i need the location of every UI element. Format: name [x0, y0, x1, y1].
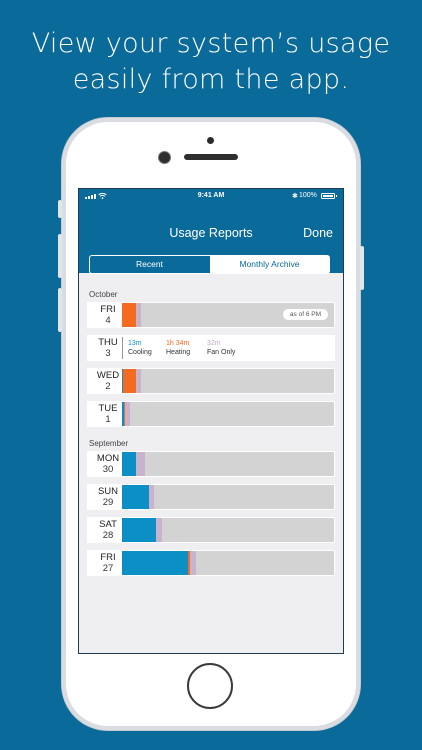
day-number: 2: [105, 381, 111, 392]
power-button: [360, 246, 364, 290]
wifi-icon: [98, 193, 107, 199]
volume-up-button: [58, 234, 62, 278]
day-label: THU 3: [91, 337, 125, 360]
cooling-value: 13m: [128, 340, 142, 347]
cooling-label: Cooling: [128, 349, 152, 356]
done-button[interactable]: Done: [303, 226, 333, 240]
day-number: 27: [102, 563, 114, 574]
day-label: SUN 29: [91, 486, 125, 509]
mute-switch: [58, 200, 62, 218]
fan-segment: [124, 402, 130, 426]
usage-bar: [122, 485, 334, 509]
headline-line-2: easily from the app.: [72, 64, 350, 95]
battery-percent: 100%: [299, 192, 317, 199]
fan-segment: [135, 452, 145, 476]
day-label: SAT 28: [91, 519, 125, 542]
usage-bar: as of 6 PM: [122, 303, 334, 327]
day-number: 3: [105, 348, 111, 359]
legend-cooling: 13m Cooling: [128, 339, 152, 358]
list-item[interactable]: WED 2: [87, 368, 335, 394]
day-label: WED 2: [91, 370, 125, 393]
cooling-segment: [122, 518, 156, 542]
status-bar: 9:41 AM ✱ 100%: [79, 189, 343, 205]
navigation-header: 9:41 AM ✱ 100% Usage Reports Done Recent…: [79, 189, 343, 274]
home-button[interactable]: [187, 663, 233, 709]
fan-value: 32m: [207, 340, 221, 347]
list-item[interactable]: SUN 29: [87, 484, 335, 510]
list-item[interactable]: TUE 1: [87, 401, 335, 427]
heating-segment: [124, 402, 125, 426]
bluetooth-icon: ✱: [292, 193, 298, 200]
headline: View your system’s usage easily from the…: [0, 26, 422, 98]
fan-segment: [136, 369, 141, 393]
day-label: FRI 4: [91, 304, 125, 327]
fan-segment: [189, 551, 196, 575]
list-item[interactable]: THU 3 13m Cooling 1h 34m Heating 32m Fan…: [87, 335, 335, 361]
cooling-segment: [122, 485, 150, 509]
fan-segment: [135, 303, 141, 327]
day-of-week: SAT: [99, 519, 117, 530]
cooling-segment: [122, 551, 189, 575]
report-tabs: Recent Monthly Archive: [89, 255, 330, 274]
proximity-sensor: [207, 137, 214, 144]
fan-segment: [149, 485, 154, 509]
day-of-week: FRI: [100, 552, 116, 563]
volume-down-button: [58, 288, 62, 332]
day-label: TUE 1: [91, 403, 125, 426]
front-camera: [158, 151, 171, 164]
fan-label: Fan Only: [207, 349, 236, 356]
heating-segment: [122, 369, 137, 393]
list-item[interactable]: MON 30: [87, 451, 335, 477]
day-of-week: WED: [96, 370, 120, 381]
day-label: FRI 27: [91, 552, 125, 575]
cooling-segment: [122, 452, 136, 476]
day-of-week: THU: [98, 337, 118, 348]
cooling-segment: [122, 402, 125, 426]
day-number: 29: [102, 497, 114, 508]
list-item[interactable]: SAT 28: [87, 517, 335, 543]
headline-line-1: View your system’s usage: [31, 28, 391, 59]
day-of-week: SUN: [97, 486, 119, 497]
day-number: 4: [105, 315, 111, 326]
page-title: Usage Reports: [169, 226, 253, 240]
list-item[interactable]: FRI 27: [87, 550, 335, 576]
tab-recent[interactable]: Recent: [90, 256, 209, 273]
heating-segment: [122, 303, 136, 327]
tab-monthly-archive[interactable]: Monthly Archive: [209, 256, 329, 273]
usage-bar: [122, 452, 334, 476]
list-item[interactable]: FRI 4 as of 6 PM: [87, 302, 335, 328]
earpiece-speaker: [184, 154, 238, 160]
phone-frame: 9:41 AM ✱ 100% Usage Reports Done Recent…: [58, 118, 364, 730]
status-time: 9:41 AM: [197, 192, 225, 199]
battery-icon: [321, 193, 337, 199]
day-label: MON 30: [91, 453, 125, 476]
as-of-badge: as of 6 PM: [282, 309, 328, 320]
legend-fan: 32m Fan Only: [207, 339, 235, 358]
usage-bar: [122, 369, 334, 393]
day-number: 28: [102, 530, 114, 541]
usage-legend: 13m Cooling 1h 34m Heating 32m Fan Only: [122, 337, 235, 359]
usage-bar: [122, 518, 334, 542]
day-of-week: FRI: [100, 304, 116, 315]
usage-bar: [122, 551, 334, 575]
day-of-week: MON: [96, 453, 120, 464]
heating-value: 1h 34m: [166, 340, 190, 347]
month-header-september: September: [89, 439, 129, 448]
day-of-week: TUE: [98, 403, 118, 414]
heating-segment: [188, 551, 190, 575]
day-number: 30: [102, 464, 114, 475]
usage-bar: [122, 402, 334, 426]
day-number: 1: [105, 414, 111, 425]
cellular-signal-icon: [85, 194, 96, 199]
fan-segment: [155, 518, 162, 542]
month-header-october: October: [89, 290, 118, 299]
app-screen: 9:41 AM ✱ 100% Usage Reports Done Recent…: [78, 188, 344, 654]
legend-heating: 1h 34m Heating: [166, 339, 190, 358]
heating-label: Heating: [166, 349, 191, 356]
